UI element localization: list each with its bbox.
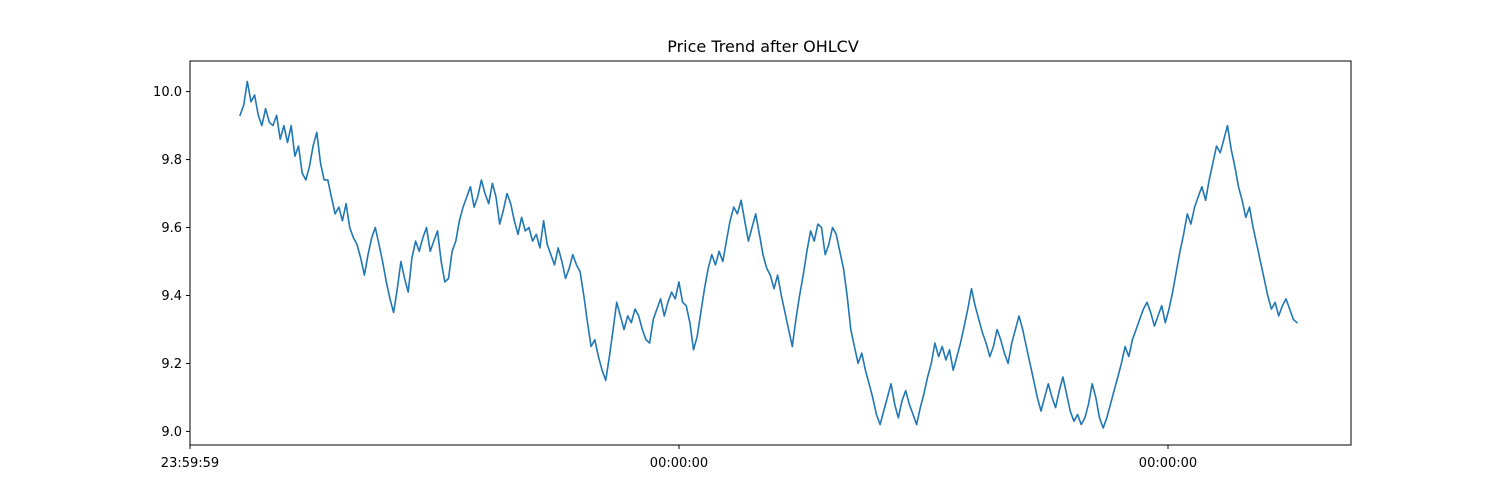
y-tick-label: 10.0 <box>153 85 182 100</box>
x-tick-label: 23:59:59 <box>161 456 219 471</box>
price-series-line-0 <box>239 80 1298 429</box>
chart-title: Price Trend after OHLCV <box>667 37 859 56</box>
x-axis: 23:59:59 00:00:00 00:00:00 <box>161 445 1197 471</box>
plot-frame <box>189 60 1352 446</box>
y-tick-label: 9.8 <box>161 153 182 168</box>
y-axis: 9.0 9.2 9.4 9.6 9.8 10.0 <box>153 85 190 440</box>
y-tick-label: 9.0 <box>161 425 182 440</box>
plot-series-group <box>239 80 1298 429</box>
y-tick-label: 9.2 <box>161 357 182 372</box>
y-tick-label: 9.4 <box>161 289 182 304</box>
x-tick-label: 00:00:00 <box>1139 456 1197 471</box>
y-tick-label: 9.6 <box>161 221 182 236</box>
x-tick-label: 00:00:00 <box>650 456 708 471</box>
